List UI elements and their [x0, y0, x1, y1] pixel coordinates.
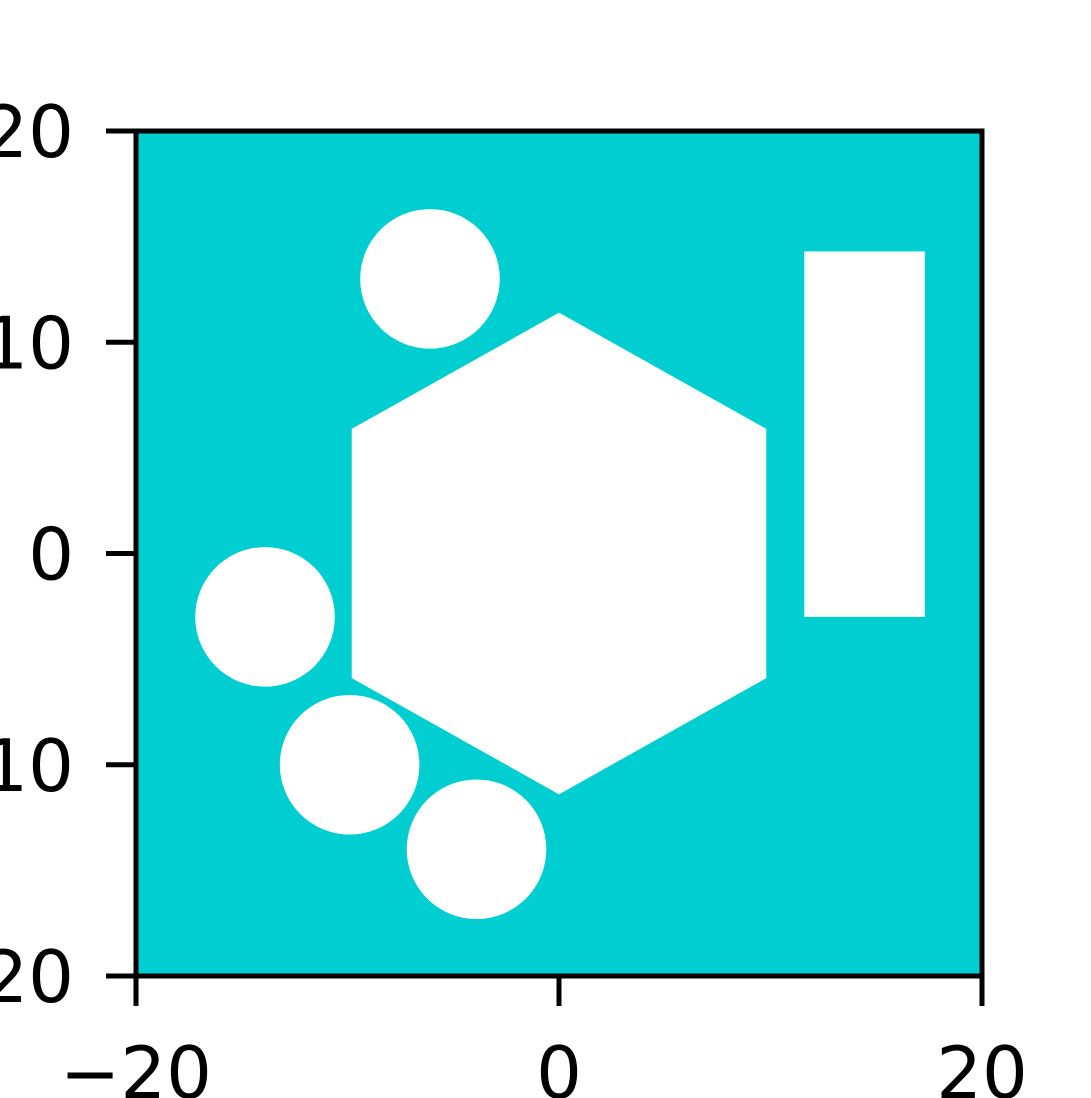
y-tick-label: −10	[0, 724, 74, 808]
rectangle-region	[804, 251, 925, 617]
y-tick-label: 10	[0, 301, 74, 385]
axes: −20 0 20 20 10 0 −10 −20	[0, 90, 1028, 1098]
plot-area	[136, 131, 982, 976]
x-tick-label: −20	[60, 1031, 212, 1098]
y-tick-label: 0	[28, 513, 74, 597]
x-tick-label: 20	[936, 1031, 1028, 1098]
circle-region-5	[406, 779, 547, 920]
circle-region-4	[279, 694, 420, 835]
x-tick-label: 0	[536, 1031, 582, 1098]
circle-region-2	[360, 209, 500, 349]
y-tick-label: −20	[0, 935, 74, 1019]
y-tick-label: 20	[0, 90, 74, 174]
circle-region-3	[195, 547, 335, 687]
hexagon-region	[351, 312, 767, 795]
